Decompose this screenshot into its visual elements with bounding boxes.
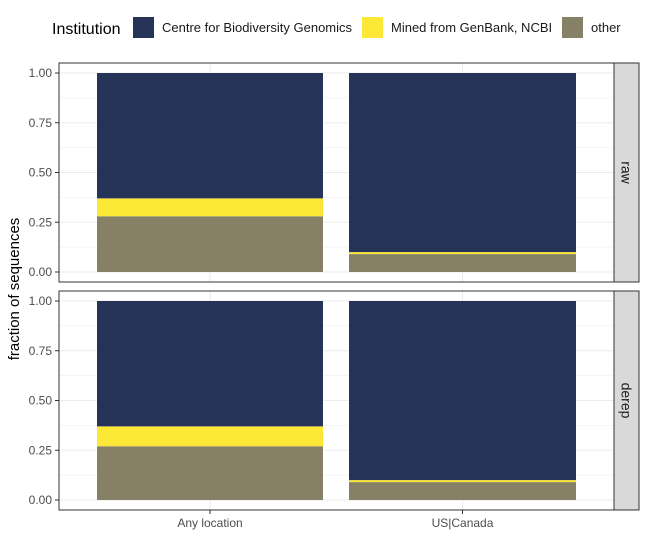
legend-label-centre-for-biodiversity-genomics: Centre for Biodiversity Genomics [162,20,353,35]
facet-strip [613,290,640,511]
bar-segment-derep-us-canada-centre-for-biodiversity-genomics [349,301,576,481]
bar-segment-derep-us-canada-mined-from-genbank-ncbi [349,480,576,483]
y-tick-label: 0.75 [29,344,53,358]
y-axis-title: fraction of sequences [6,218,23,361]
y-tick-label: 0.00 [29,493,53,507]
legend: Institution Centre for Biodiversity Geno… [52,17,621,38]
bar-segment-derep-any-location-centre-for-biodiversity-genomics [97,301,323,427]
y-tick-label: 0.50 [29,394,53,408]
bar-segment-raw-us-canada-other [349,254,576,272]
y-tick-label: 0.25 [29,443,53,457]
bar-segment-raw-us-canada-centre-for-biodiversity-genomics [349,73,576,253]
bar-segment-derep-any-location-other [97,446,323,500]
y-tick-label: 0.00 [29,265,53,279]
legend-label-mined-from-genbank-ncbi: Mined from GenBank, NCBI [391,20,552,35]
x-axis: Any location US|Canada [177,510,494,530]
facet-label-derep: derep [619,383,635,419]
legend-title: Institution [52,21,120,38]
bar-segment-raw-any-location-mined-from-genbank-ncbi [97,198,323,217]
legend-label-other: other [591,20,621,35]
legend-key-centre-for-biodiversity-genomics [133,17,154,38]
bar-segment-raw-any-location-other [97,216,323,272]
x-tick-label-any-location: Any location [177,516,242,530]
bar-segment-derep-any-location-mined-from-genbank-ncbi [97,426,323,447]
facet-strip [613,62,640,283]
y-tick-label: 1.00 [29,294,53,308]
y-tick-label: 1.00 [29,66,53,80]
facet-label-raw: raw [619,161,635,184]
bar-segment-derep-us-canada-other [349,482,576,500]
y-tick-label: 0.25 [29,215,53,229]
y-tick-label: 0.50 [29,166,53,180]
legend-key-mined-from-genbank-ncbi [362,17,383,38]
facet-panel-raw: raw 0.00 0.25 0.50 0.75 1.00 [29,62,640,283]
bar-segment-raw-us-canada-mined-from-genbank-ncbi [349,252,576,255]
bar-segment-raw-any-location-centre-for-biodiversity-genomics [97,73,323,199]
legend-key-other [562,17,583,38]
x-tick-label-us-canada: US|Canada [432,516,494,530]
facet-panel-derep: derep 0.00 0.25 0.50 0.75 1.00 [29,290,640,511]
facet-panels: raw 0.00 0.25 0.50 0.75 1.00 derep 0.00 0.25 0.50… [29,62,640,511]
y-tick-label: 0.75 [29,116,53,130]
